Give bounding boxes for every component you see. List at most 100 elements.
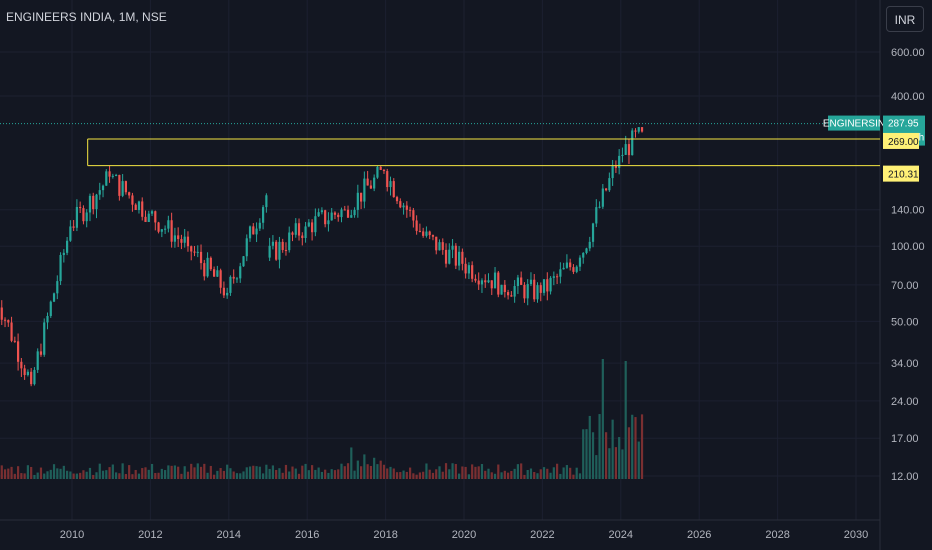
candle-body[interactable] — [105, 171, 108, 186]
candle-body[interactable] — [605, 188, 608, 191]
candle-body[interactable] — [415, 220, 418, 231]
candle-body[interactable] — [75, 206, 78, 228]
candle-body[interactable] — [409, 209, 412, 211]
candle-body[interactable] — [271, 241, 274, 246]
candle-body[interactable] — [565, 262, 568, 268]
candle-body[interactable] — [258, 222, 261, 229]
candle-body[interactable] — [516, 277, 519, 287]
candle-body[interactable] — [337, 214, 340, 218]
candle-body[interactable] — [281, 241, 284, 250]
candle-body[interactable] — [62, 252, 65, 256]
candle-body[interactable] — [471, 265, 474, 279]
candle-body[interactable] — [98, 190, 101, 195]
candle-body[interactable] — [497, 272, 500, 295]
candle-body[interactable] — [523, 284, 526, 299]
candle-body[interactable] — [330, 212, 333, 221]
candle-body[interactable] — [461, 251, 464, 264]
candle-body[interactable] — [0, 307, 3, 320]
horizontal-levels[interactable] — [0, 123, 880, 167]
candle-body[interactable] — [402, 205, 405, 208]
candle-body[interactable] — [147, 213, 150, 223]
candle-body[interactable] — [441, 242, 444, 250]
candle-body[interactable] — [422, 231, 425, 236]
candle-body[interactable] — [477, 280, 480, 285]
candle-body[interactable] — [356, 192, 359, 210]
candle-body[interactable] — [190, 246, 193, 252]
candle-body[interactable] — [448, 249, 451, 264]
candle-body[interactable] — [386, 171, 389, 188]
candle-body[interactable] — [252, 226, 255, 235]
candle-body[interactable] — [124, 181, 127, 193]
candle-body[interactable] — [137, 201, 141, 210]
candle-body[interactable] — [167, 220, 170, 229]
candle-body[interactable] — [474, 278, 477, 281]
candle-body[interactable] — [507, 292, 510, 296]
candle-body[interactable] — [343, 209, 346, 211]
candle-body[interactable] — [7, 320, 10, 323]
candle-body[interactable] — [245, 238, 248, 257]
candle-body[interactable] — [637, 127, 640, 132]
candle-body[interactable] — [572, 267, 575, 272]
candle-body[interactable] — [624, 144, 627, 155]
candle-body[interactable] — [239, 266, 242, 279]
candle-body[interactable] — [311, 222, 314, 233]
candle-body[interactable] — [621, 154, 624, 156]
candle-body[interactable] — [500, 284, 503, 295]
candle-body[interactable] — [556, 276, 559, 278]
candle-body[interactable] — [115, 174, 118, 176]
candle-body[interactable] — [569, 262, 572, 268]
candle-body[interactable] — [131, 195, 134, 205]
candle-body[interactable] — [333, 212, 337, 215]
candle-body[interactable] — [88, 195, 92, 213]
candle-body[interactable] — [262, 207, 265, 223]
candle-body[interactable] — [121, 181, 124, 196]
candle-body[interactable] — [203, 263, 206, 277]
candle-body[interactable] — [160, 229, 163, 232]
price-axis[interactable]: 600.00 400.00 140.00 100.00 70.00 50.00 34.00 2… — [891, 47, 925, 483]
candle-body[interactable] — [255, 228, 258, 235]
candle-body[interactable] — [582, 252, 585, 258]
candle-body[interactable] — [464, 263, 467, 274]
candle-body[interactable] — [288, 232, 291, 251]
candle-body[interactable] — [49, 301, 52, 316]
candle-body[interactable] — [173, 235, 176, 242]
candle-body[interactable] — [601, 188, 604, 207]
candle-body[interactable] — [608, 178, 611, 191]
candle-body[interactable] — [578, 257, 582, 267]
candle-body[interactable] — [484, 280, 487, 283]
candle-body[interactable] — [284, 249, 288, 251]
candle-body[interactable] — [389, 181, 392, 188]
candle-body[interactable] — [30, 371, 33, 385]
time-axis[interactable]: 2010 2012 2014 2016 2018 2020 2022 2024 2026 2028… — [60, 529, 868, 541]
candle-body[interactable] — [164, 228, 167, 230]
candle-body[interactable] — [101, 185, 105, 191]
candle-body[interactable] — [222, 287, 225, 296]
candle-body[interactable] — [232, 276, 235, 279]
candle-body[interactable] — [346, 209, 350, 218]
candle-body[interactable] — [134, 204, 137, 210]
candle-body[interactable] — [327, 220, 330, 225]
candle-body[interactable] — [373, 177, 376, 189]
candle-body[interactable] — [199, 251, 203, 264]
candle-body[interactable] — [614, 165, 617, 168]
candle-body[interactable] — [480, 280, 484, 285]
candle-body[interactable] — [631, 130, 634, 156]
candle-body[interactable] — [395, 197, 399, 202]
candle-body[interactable] — [317, 212, 320, 217]
candle-body[interactable] — [186, 236, 190, 247]
candle-body[interactable] — [428, 231, 431, 236]
candle-body[interactable] — [360, 192, 363, 202]
candle-body[interactable] — [177, 235, 180, 240]
candle-body[interactable] — [108, 171, 111, 177]
candle-body[interactable] — [297, 223, 301, 236]
candle-body[interactable] — [23, 368, 26, 376]
candle-body[interactable] — [128, 192, 131, 196]
candle-body[interactable] — [66, 240, 69, 253]
candle-body[interactable] — [111, 175, 114, 177]
candle-body[interactable] — [314, 216, 317, 233]
candle-body[interactable] — [510, 295, 513, 297]
candle-body[interactable] — [183, 236, 186, 243]
candle-body[interactable] — [611, 165, 614, 179]
candle-body[interactable] — [157, 222, 160, 232]
